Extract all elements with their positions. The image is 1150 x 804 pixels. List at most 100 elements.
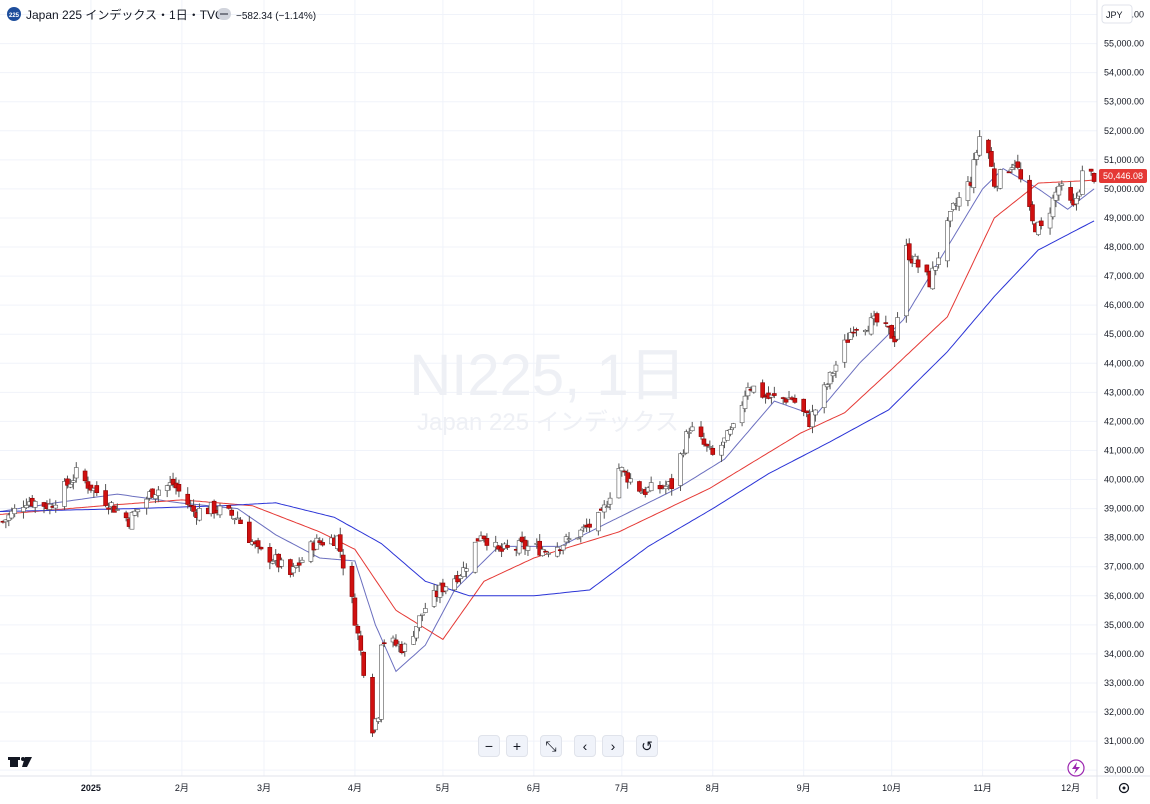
candle-up <box>293 565 299 568</box>
moving-average-line-1 <box>0 167 1095 673</box>
candles <box>0 130 1097 737</box>
candle-up <box>402 643 408 652</box>
candle-up <box>965 181 971 201</box>
price-tick-label: 41,000.00 <box>1104 445 1144 455</box>
candle-down <box>637 481 642 492</box>
fit-screen-button[interactable]: ⤡ <box>540 735 562 757</box>
candle-up <box>373 718 378 731</box>
candle-down <box>247 521 252 543</box>
candle-down <box>1088 168 1094 172</box>
reset-chart-button[interactable]: ↺ <box>636 735 658 757</box>
candle-down <box>82 470 88 482</box>
chart-settings-gear-icon[interactable] <box>1118 782 1130 794</box>
candle-down <box>370 677 375 734</box>
candle-down <box>185 493 191 505</box>
lightning-icon[interactable] <box>1067 759 1085 777</box>
candle-up <box>420 613 425 616</box>
candle-down <box>499 547 504 552</box>
candle-up <box>810 411 815 428</box>
candle-down <box>915 259 921 268</box>
candle-up <box>24 505 29 509</box>
candle-up <box>936 257 941 265</box>
candle-up <box>663 486 669 490</box>
candle-down <box>625 472 630 483</box>
market-status-icon[interactable] <box>217 8 231 20</box>
candle-down <box>361 651 367 676</box>
candle-up <box>619 467 625 472</box>
candle-up <box>71 480 76 483</box>
candle-up <box>235 517 240 520</box>
price-tick-label: 48,000.00 <box>1104 242 1144 252</box>
candle-down <box>986 139 991 154</box>
candle-up <box>308 541 314 562</box>
candle-down <box>1015 161 1021 168</box>
legend-header: 225 Japan 225 インデックス・1日・TVC −582.34 (−1.… <box>7 7 316 22</box>
candle-up <box>596 512 601 532</box>
candle-down <box>340 554 346 569</box>
price-axis[interactable]: 30,000.00 31,000.00 32,000.00 33,000.00 34,0… <box>1104 10 1144 776</box>
symbol-title[interactable]: Japan 225 インデックス・1日・TVC <box>26 7 224 22</box>
candle-up <box>9 510 15 519</box>
candle-up <box>1047 212 1053 229</box>
candle-down <box>522 539 528 550</box>
candle-up <box>739 404 745 424</box>
candle-down <box>883 322 889 324</box>
candle-up <box>546 553 551 555</box>
candle-up <box>12 507 17 515</box>
candle-down <box>103 490 108 506</box>
price-tick-label: 33,000.00 <box>1104 678 1144 688</box>
candle-down <box>258 546 264 550</box>
candle-down <box>255 540 261 547</box>
candle-up <box>997 169 1003 189</box>
scroll-left-button[interactable]: ‹ <box>574 735 596 757</box>
watermark-symbol: NI225, 1日 <box>409 343 686 408</box>
candle-down <box>874 313 880 323</box>
candle-up <box>3 519 9 523</box>
price-tick-label: 36,000.00 <box>1104 591 1144 601</box>
price-tick-label: 35,000.00 <box>1104 620 1144 630</box>
time-tick-label: 12月 <box>1061 783 1080 793</box>
price-tick-label: 47,000.00 <box>1104 271 1144 281</box>
candle-up <box>62 481 67 507</box>
candle-up <box>689 426 695 432</box>
zoom-out-button[interactable]: − <box>478 735 500 757</box>
candle-down <box>484 538 490 546</box>
candle-up <box>824 384 830 388</box>
candle-up <box>379 644 384 720</box>
candle-up <box>930 267 936 290</box>
candle-up <box>291 566 296 574</box>
candle-up <box>1036 221 1041 235</box>
candle-down <box>1038 220 1044 227</box>
price-tick-label: 30,000.00 <box>1104 765 1144 775</box>
candle-up <box>868 317 874 335</box>
candle-up <box>21 507 26 512</box>
tradingview-logo-icon[interactable] <box>8 757 32 767</box>
candle-up <box>578 529 584 538</box>
candle-up <box>769 394 774 398</box>
candle-down <box>906 243 912 261</box>
currency-selector[interactable]: JPY <box>1101 4 1133 24</box>
time-axis[interactable]: 2025 2月 3月 4月 5月 6月 7月 8月 9月 10月 11月 12月 <box>81 783 1080 793</box>
candle-up <box>156 489 161 496</box>
scroll-right-button[interactable]: › <box>602 735 624 757</box>
price-tick-label: 43,000.00 <box>1104 387 1144 397</box>
candle-down <box>1068 187 1073 201</box>
candle-up <box>566 538 572 540</box>
candle-up <box>833 364 839 372</box>
candle-down <box>924 264 930 273</box>
candle-up <box>540 549 545 556</box>
candle-up <box>601 504 607 513</box>
zoom-in-button[interactable]: + <box>506 735 528 757</box>
candle-up <box>842 339 848 363</box>
candle-down <box>587 523 592 528</box>
price-tick-label: 39,000.00 <box>1104 504 1144 514</box>
candle-down <box>267 547 273 563</box>
candle-down <box>481 535 487 540</box>
candle-up <box>581 526 586 529</box>
candle-up <box>977 136 982 156</box>
price-tick-label: 37,000.00 <box>1104 562 1144 572</box>
candle-down <box>176 484 182 492</box>
